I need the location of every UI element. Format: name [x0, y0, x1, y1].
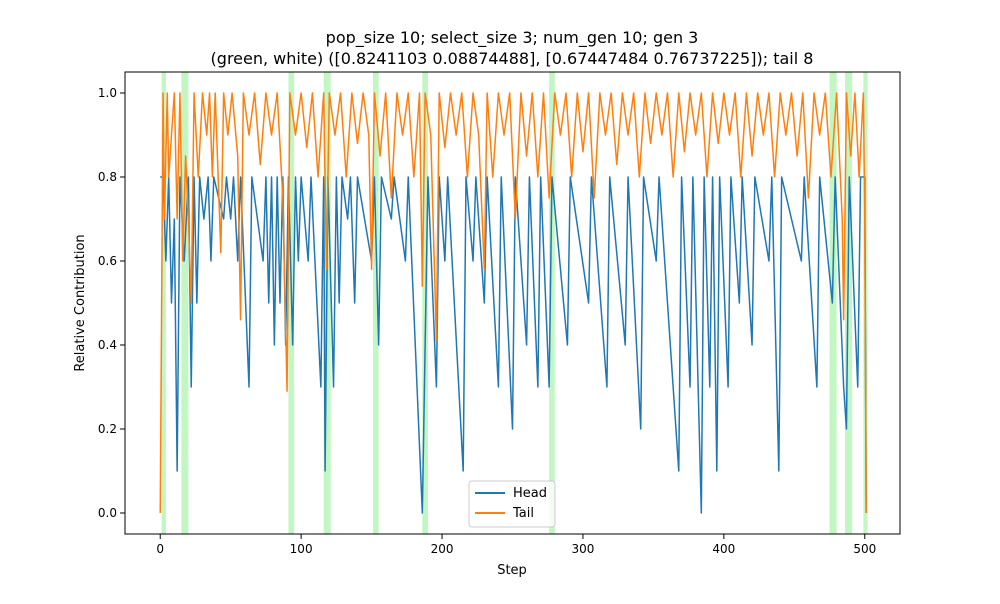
- highlight-band: [181, 72, 189, 534]
- plot-frame: [124, 71, 901, 535]
- y-tick-label: 0.4: [98, 338, 117, 352]
- x-axis-ticks: 0 100 200 300 400 500: [156, 534, 876, 556]
- chart-title-line1: pop_size 10; select_size 3; num_gen 10; …: [326, 28, 699, 48]
- legend-tail-label: Tail: [512, 506, 534, 521]
- chart-title-line2: (green, white) ([0.8241103 0.08874488], …: [211, 49, 814, 68]
- x-tick-label: 500: [853, 542, 876, 556]
- legend: Head Tail: [468, 480, 556, 528]
- x-tick-label: 300: [572, 542, 595, 556]
- series-line-tail: [159, 92, 867, 514]
- x-tick-label: 400: [712, 542, 735, 556]
- y-tick-label: 1.0: [98, 86, 117, 100]
- x-tick-label: 200: [431, 542, 454, 556]
- x-axis-label: Step: [497, 563, 527, 578]
- highlight-band: [373, 72, 379, 534]
- highlight-band: [161, 72, 166, 534]
- y-tick-label: 0.0: [98, 506, 117, 520]
- y-axis-label: Relative Contribution: [73, 234, 88, 371]
- series-line-head: [160, 176, 867, 514]
- legend-head-label: Head: [513, 486, 547, 501]
- y-tick-label: 0.8: [98, 170, 117, 184]
- x-tick-label: 0: [156, 542, 164, 556]
- highlight-band: [549, 72, 555, 534]
- series-lines: [159, 92, 867, 514]
- x-tick-label: 100: [290, 542, 313, 556]
- y-tick-label: 0.2: [98, 422, 117, 436]
- y-axis-ticks: 0.0 0.2 0.4 0.6 0.8 1.0: [98, 86, 125, 520]
- y-tick-label: 0.6: [98, 254, 117, 268]
